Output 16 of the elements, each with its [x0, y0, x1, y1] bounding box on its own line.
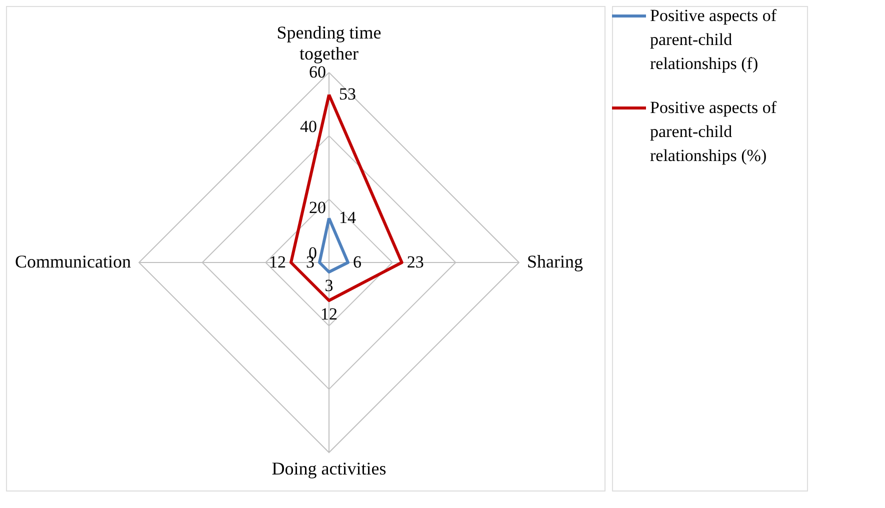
- legend-label: Positive aspects of parent-child relationships (f): [650, 6, 777, 73]
- y-tick-label: 20: [309, 198, 326, 218]
- spoke-label: Communication: [15, 252, 131, 272]
- y-tick-label: 60: [309, 62, 326, 82]
- spoke-label: Doing activities: [272, 458, 386, 478]
- data-label: 12: [269, 252, 286, 272]
- y-tick-label: 40: [300, 116, 317, 136]
- data-label: 3: [324, 276, 334, 295]
- data-label: 6: [353, 252, 362, 272]
- data-label: 12: [320, 304, 338, 324]
- data-label: 14: [339, 208, 356, 228]
- spoke-label: Sharing: [527, 252, 583, 272]
- legend-label: Positive aspects of parent-child relationships (%): [650, 98, 777, 165]
- spoke-label: Spending time together: [276, 22, 382, 64]
- data-label: 23: [406, 252, 424, 272]
- data-label: 53: [339, 84, 356, 104]
